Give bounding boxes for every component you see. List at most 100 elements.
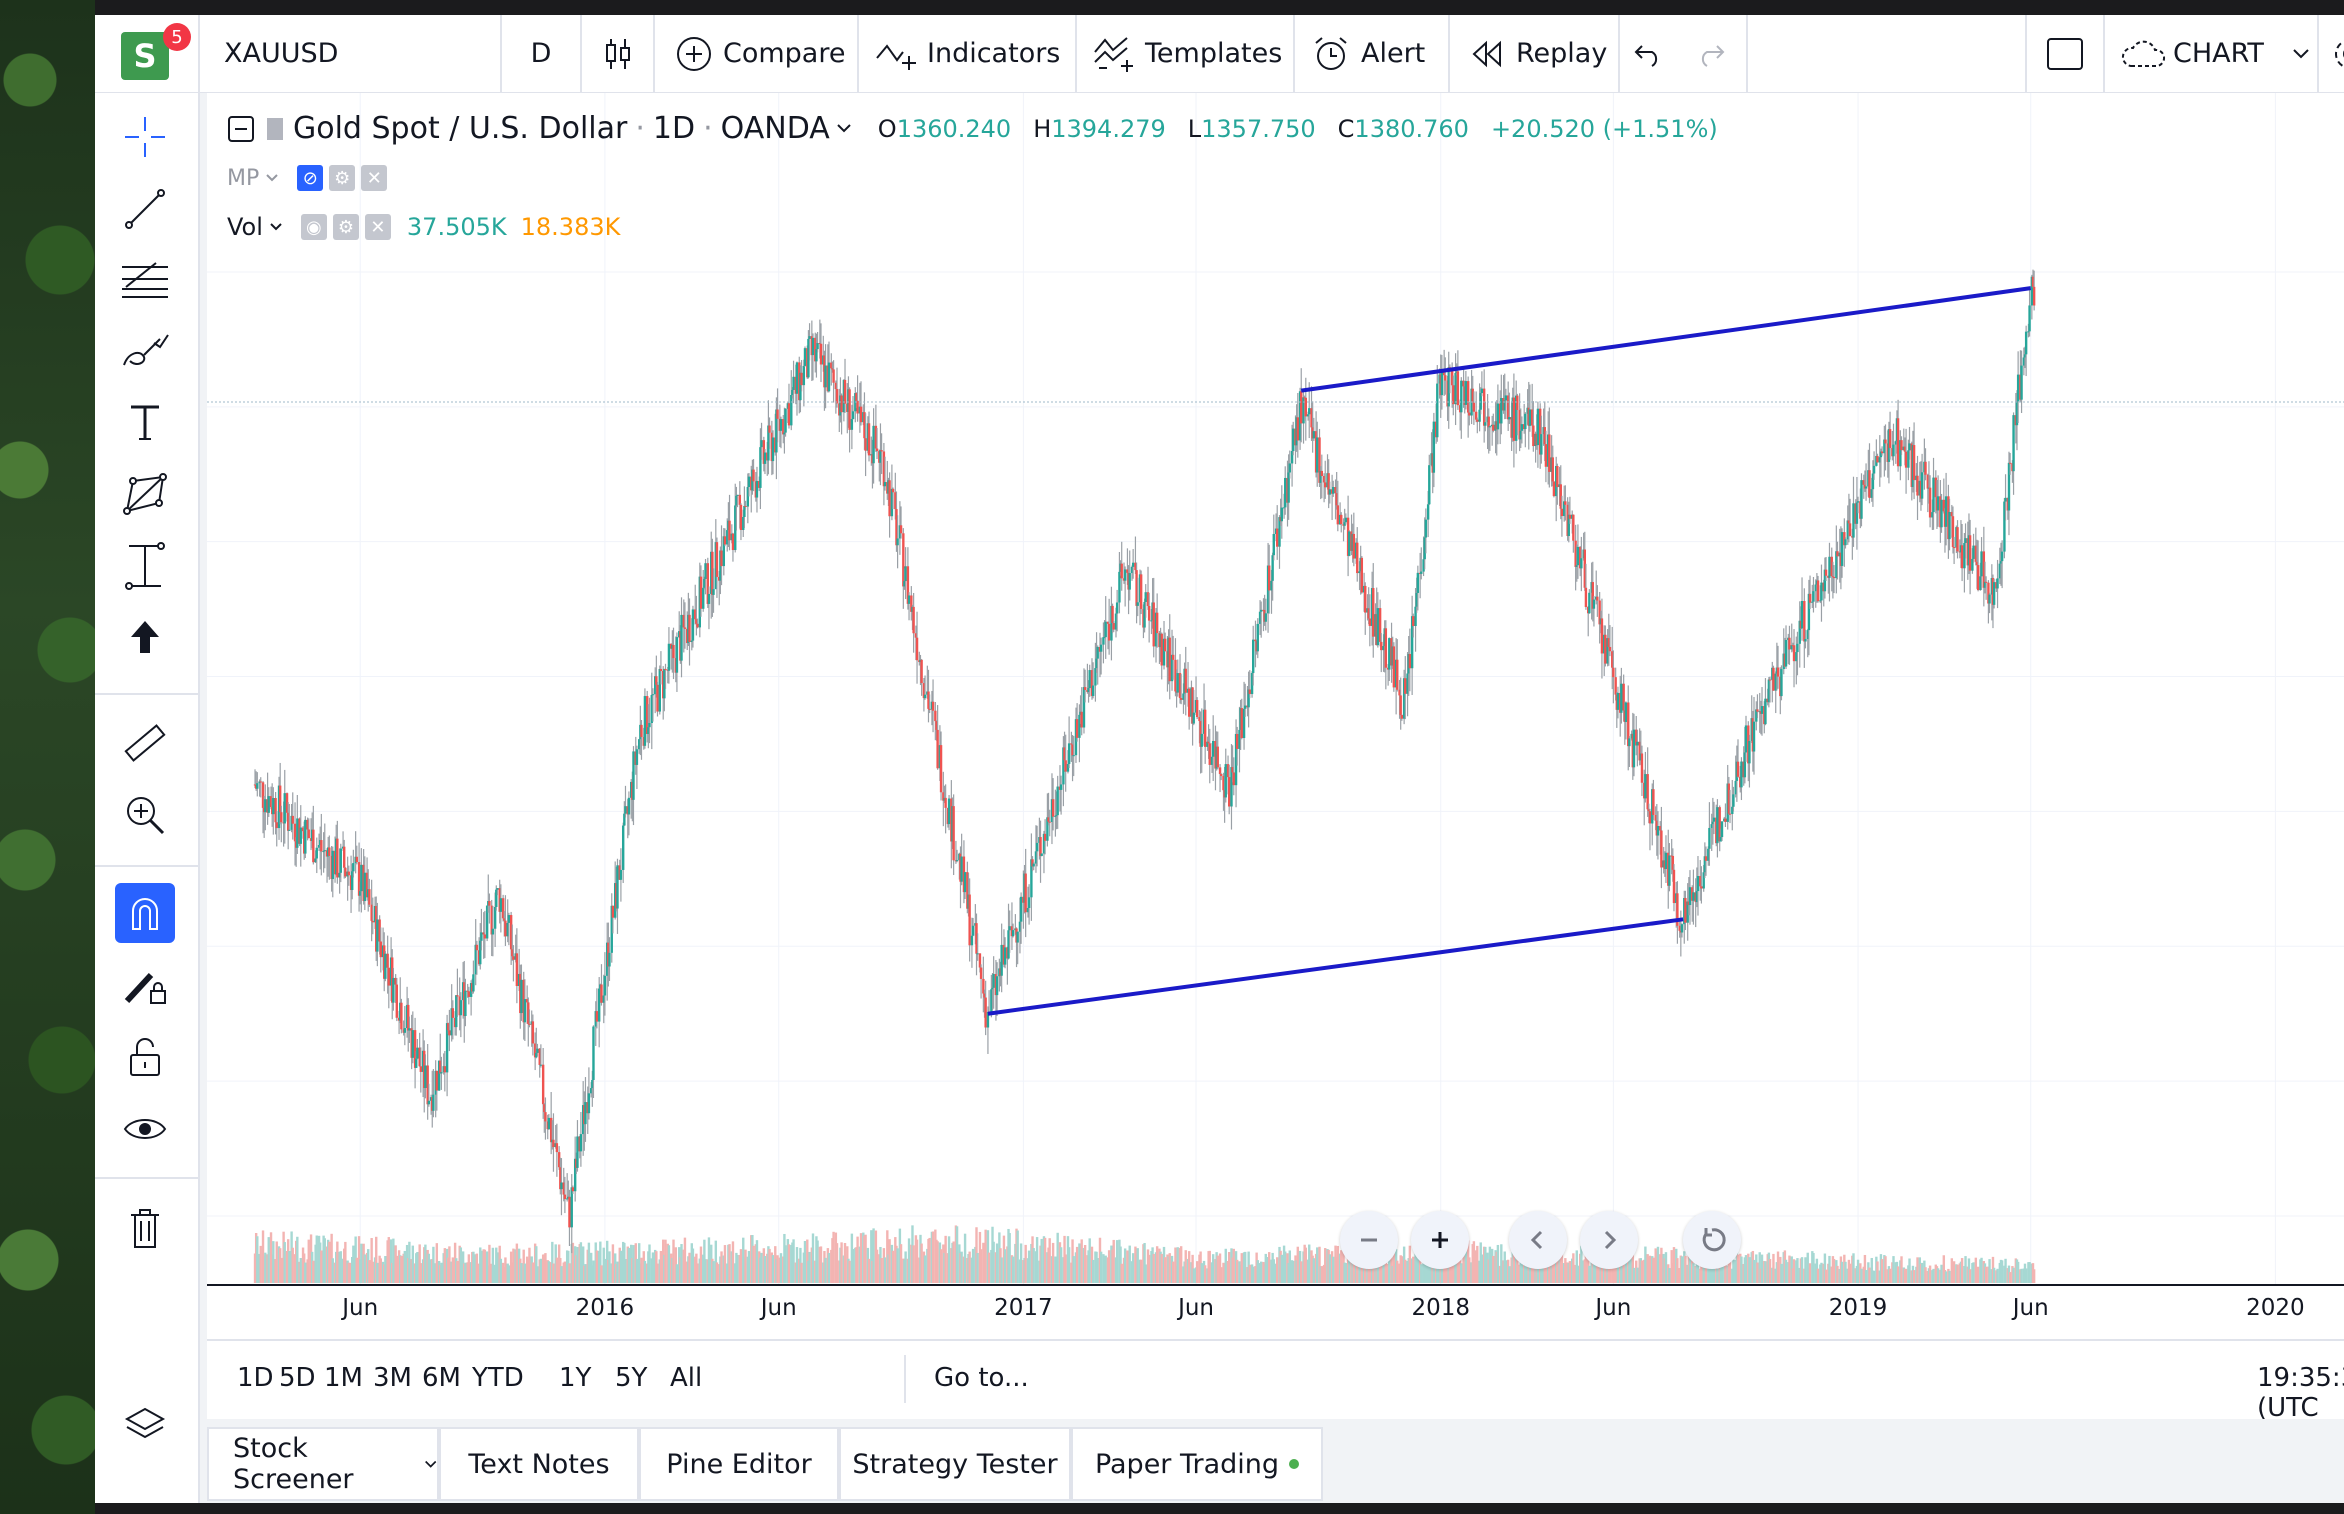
lock-all-tool[interactable] [115, 1027, 175, 1087]
volume-bar [1051, 1242, 1055, 1283]
volume-bar [1171, 1261, 1175, 1283]
indicators-button[interactable]: Indicators [859, 15, 1077, 92]
volume-bar [480, 1250, 483, 1283]
brush-tool[interactable] [115, 321, 175, 381]
range-button-ytd[interactable]: YTD [472, 1363, 524, 1393]
volume-bar [595, 1250, 599, 1283]
zoom-tool[interactable] [115, 785, 175, 845]
compare-button[interactable]: Compare [655, 15, 859, 92]
remove-drawings-tool[interactable] [115, 1199, 175, 1259]
templates-button[interactable]: Templates [1077, 15, 1295, 92]
range-button-6m[interactable]: 6M [422, 1363, 461, 1393]
volume-bar [1636, 1267, 1639, 1283]
chevron-down-icon[interactable] [265, 173, 279, 183]
candle-body [1254, 639, 1257, 642]
ruler-tool[interactable] [115, 713, 175, 773]
tab-pine-editor[interactable]: Pine Editor [639, 1427, 839, 1501]
goto-button[interactable]: Go to... [934, 1363, 1029, 1393]
candle-body [1335, 493, 1338, 506]
volume-bar [1516, 1244, 1519, 1283]
range-button-5y[interactable]: 5Y [615, 1363, 648, 1393]
volume-bar [1011, 1256, 1015, 1283]
zoom-out-button[interactable] [1340, 1211, 1398, 1269]
tab-text-notes[interactable]: Text Notes [439, 1427, 639, 1501]
volume-bar [584, 1264, 587, 1283]
text-tool[interactable] [115, 393, 175, 453]
save-chart-button[interactable]: CHART [2105, 15, 2319, 92]
reset-chart-button[interactable] [1683, 1211, 1741, 1269]
candle-body [1712, 817, 1716, 822]
trendlines[interactable] [987, 286, 2031, 1016]
candle-body [1971, 558, 1974, 571]
hide-drawings-tool[interactable] [115, 1099, 175, 1159]
trendline[interactable] [1300, 286, 2031, 393]
fib-tool[interactable] [115, 249, 175, 309]
price-chart[interactable] [207, 93, 2344, 1339]
range-button-1y[interactable]: 1Y [559, 1363, 592, 1393]
volume-bar [1860, 1268, 1863, 1283]
measure-projection-tool[interactable] [115, 537, 175, 597]
volume-bar [1160, 1253, 1163, 1283]
range-button-1m[interactable]: 1M [324, 1363, 363, 1393]
range-button-1d[interactable]: 1D [237, 1363, 274, 1393]
candle-body [1034, 851, 1038, 864]
tab-strategy-tester[interactable]: Strategy Tester [839, 1427, 1071, 1501]
volume-bar [784, 1245, 787, 1283]
tab-stock-screener[interactable]: Stock Screener [207, 1427, 439, 1501]
chart-style-button[interactable] [582, 15, 655, 92]
candle-body [1447, 367, 1450, 407]
trendline[interactable] [987, 917, 1684, 1016]
candle-body [525, 999, 529, 1003]
pattern-tool[interactable] [115, 465, 175, 525]
candle-body [1264, 613, 1267, 622]
layout-button[interactable] [2025, 15, 2105, 92]
redo-button[interactable] [1676, 15, 1748, 92]
tab-paper-trading[interactable]: Paper Trading [1071, 1427, 1323, 1501]
settings-button[interactable] [2319, 15, 2344, 92]
close-icon[interactable]: ✕ [364, 214, 391, 240]
range-button-5d[interactable]: 5D [279, 1363, 316, 1393]
undo-button[interactable] [1620, 15, 1676, 92]
volume-bar [664, 1239, 667, 1283]
eye-icon[interactable]: ◉ [300, 214, 327, 240]
magnet-tool[interactable] [115, 883, 175, 943]
candle-body [286, 812, 290, 831]
close-icon[interactable]: ✕ [361, 165, 388, 191]
volume-bar [403, 1250, 407, 1283]
candle-body [1358, 571, 1361, 574]
arrow-tool[interactable] [115, 607, 175, 667]
chevron-down-icon[interactable] [836, 123, 852, 135]
hide-eye-icon[interactable]: ⊘ [297, 165, 324, 191]
range-button-all[interactable]: All [670, 1363, 703, 1393]
zoom-in-button[interactable] [1411, 1211, 1469, 1269]
volume-bar [728, 1244, 731, 1283]
gear-icon[interactable]: ⚙ [332, 214, 359, 240]
alert-button[interactable]: Alert [1295, 15, 1450, 92]
candle-body [482, 932, 485, 935]
range-button-3m[interactable]: 3M [373, 1363, 412, 1393]
interval-button[interactable]: D [502, 15, 582, 92]
chart-pane[interactable]: Gold Spot / U.S. Dollar · 1D · OANDA O13… [207, 93, 2344, 1339]
candle-body [432, 1094, 435, 1111]
crosshair-tool[interactable] [115, 107, 175, 167]
candle-body [1432, 421, 1436, 473]
symbol-search-button[interactable]: XAUUSD [200, 15, 502, 92]
gear-icon[interactable]: ⚙ [329, 165, 356, 191]
candle-body [1847, 520, 1851, 524]
scroll-right-button[interactable] [1580, 1211, 1638, 1269]
candle-body [2000, 551, 2004, 562]
volume-bar [848, 1260, 851, 1283]
clock-timezone[interactable]: 19:35:32 (UTC [2257, 1363, 2344, 1423]
lock-drawing-tool[interactable] [115, 955, 175, 1015]
trend-line-tool[interactable] [115, 179, 175, 239]
candle-body [1452, 385, 1455, 405]
scroll-left-button[interactable] [1509, 1211, 1567, 1269]
replay-button[interactable]: Replay [1450, 15, 1620, 92]
volume-bar [779, 1253, 783, 1283]
chevron-down-icon[interactable] [269, 222, 283, 232]
object-tree-tool[interactable] [115, 1395, 175, 1455]
volume-bar [755, 1240, 759, 1283]
candle-body [683, 627, 687, 629]
account-button[interactable]: S 5 [95, 15, 200, 92]
collapse-legend-icon[interactable] [227, 115, 255, 143]
